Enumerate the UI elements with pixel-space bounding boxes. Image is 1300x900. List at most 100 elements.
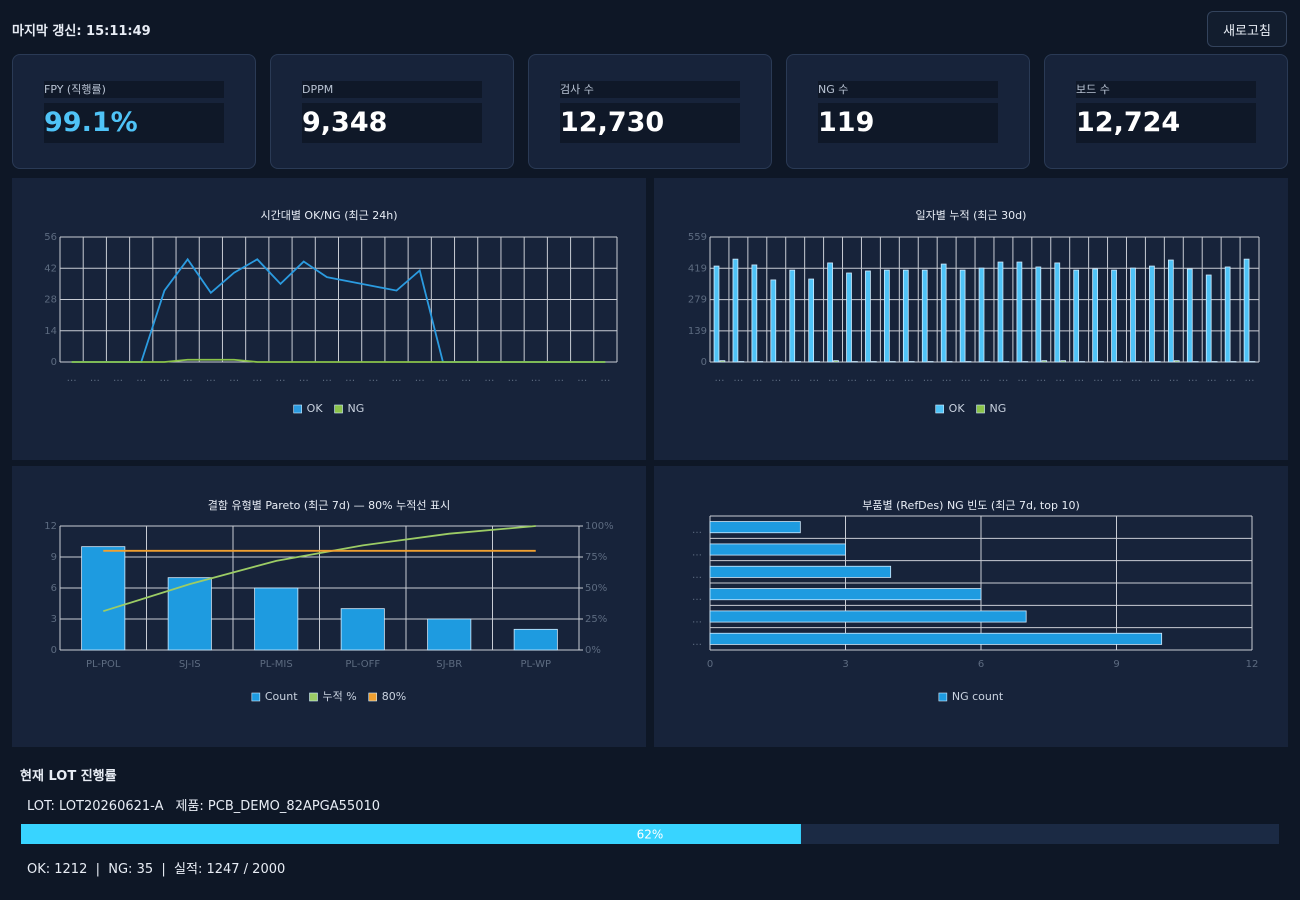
kpi-label: NG 수 — [818, 81, 998, 98]
y-tick-label: … — [692, 570, 702, 581]
kpi-card: 보드 수 12,724 — [1044, 54, 1288, 169]
y2-tick-label: 50% — [585, 583, 607, 594]
y-tick-label: 3 — [51, 614, 57, 625]
x-tick-label: … — [229, 373, 239, 384]
x-tick-label: … — [790, 373, 800, 384]
y-tick-label: … — [692, 548, 702, 559]
x-tick-label: … — [1207, 373, 1217, 384]
bar — [1186, 268, 1193, 363]
chart-panel: 부품별 (RefDes) NG 빈도 (최근 7d, top 10) 0 3 6 9 12… — [654, 466, 1288, 747]
x-tick-label: … — [90, 373, 100, 384]
bar — [81, 546, 126, 651]
x-tick-label: … — [368, 373, 378, 384]
bar — [959, 269, 966, 363]
bar — [709, 565, 892, 578]
x-tick-label: … — [733, 373, 743, 384]
y-tick-label: 12 — [44, 521, 57, 532]
bar — [713, 265, 720, 363]
progress-fill — [21, 824, 801, 844]
bar — [1149, 265, 1155, 363]
x-tick-label: … — [1131, 373, 1141, 384]
refresh-button[interactable]: 새로고침 — [1207, 11, 1287, 47]
x-tick-label: … — [461, 373, 471, 384]
x-tick-label: PL-OFF — [345, 659, 380, 670]
y2-tick-label: 25% — [585, 614, 607, 625]
x-tick-label: … — [252, 373, 262, 384]
x-tick-label: … — [1226, 373, 1236, 384]
x-tick-label: … — [345, 373, 355, 384]
x-tick-label: … — [136, 373, 146, 384]
x-tick-label: … — [1036, 373, 1046, 384]
x-tick-label: … — [206, 373, 216, 384]
y2-tick-label: 75% — [585, 552, 607, 563]
bar — [884, 269, 890, 363]
x-tick-label: 9 — [1113, 659, 1119, 670]
x-tick-label: 12 — [1246, 659, 1259, 670]
lot-title: 현재 LOT 진행률 — [20, 769, 117, 784]
x-tick-label: … — [866, 373, 876, 384]
bar — [833, 360, 839, 363]
x-tick-label: … — [1017, 373, 1027, 384]
x-tick-label: … — [771, 373, 781, 384]
y-tick-label: 42 — [44, 263, 57, 274]
bar — [1035, 266, 1042, 363]
legend-label: NG — [990, 402, 1007, 415]
y-tick-label: 14 — [44, 326, 57, 337]
x-tick-label: … — [577, 373, 587, 384]
kpi-label: 보드 수 — [1076, 81, 1256, 98]
legend-label: OK — [949, 402, 966, 415]
x-tick-label: … — [847, 373, 857, 384]
chart-panel: 일자별 누적 (최근 30d) 0 139 279 419 559 … … … … … … … … … … … …… — [654, 178, 1288, 460]
bar — [1041, 360, 1048, 363]
y-tick-label: 0 — [51, 357, 57, 368]
kpi-card: 검사 수 12,730 — [528, 54, 772, 169]
x-tick-label: … — [809, 373, 819, 384]
legend-swatch — [976, 404, 985, 414]
x-tick-label: … — [752, 373, 762, 384]
kpi-value: 12,724 — [1076, 103, 1256, 143]
x-tick-label: … — [828, 373, 838, 384]
legend: OK NG — [293, 402, 364, 415]
bar — [1092, 268, 1098, 363]
bar — [709, 632, 1163, 645]
bar — [709, 521, 801, 534]
y-tick-label: 9 — [51, 552, 57, 563]
legend: NG count — [938, 690, 1004, 703]
kpi-card: FPY (직행률) 99.1% — [12, 54, 256, 169]
bar — [254, 587, 299, 651]
x-tick-label: PL-MIS — [260, 659, 293, 670]
bar — [719, 360, 726, 363]
x-tick-label: … — [484, 373, 494, 384]
y-tick-label: 56 — [44, 232, 57, 243]
bar — [1130, 267, 1136, 363]
last-update: 마지막 갱신: 15:11:49 — [12, 24, 151, 39]
bar — [340, 608, 385, 651]
bar — [940, 263, 947, 363]
x-tick-label: … — [923, 373, 933, 384]
kpi-value: 119 — [818, 103, 998, 143]
y2-tick-label: 0% — [585, 645, 601, 656]
x-tick-label: 6 — [978, 659, 984, 670]
kpi-value: 9,348 — [302, 103, 482, 143]
legend-swatch — [334, 404, 343, 414]
legend-label: 누적 % — [323, 690, 357, 703]
chart-title: 결함 유형별 Pareto (최근 7d) — 80% 누적선 표시 — [208, 499, 450, 512]
chart-title: 부품별 (RefDes) NG 빈도 (최근 7d, top 10) — [862, 499, 1080, 512]
bar — [1173, 360, 1180, 363]
legend-label: NG count — [952, 690, 1004, 703]
x-tick-label: SJ-BR — [436, 659, 462, 670]
legend-label: 80% — [382, 690, 406, 703]
lot-id: LOT: LOT20260621-A — [27, 799, 164, 814]
bar — [808, 278, 815, 363]
bar — [1111, 269, 1117, 363]
bar — [827, 262, 833, 363]
y-tick-label: … — [692, 637, 702, 648]
x-tick-label: … — [299, 373, 309, 384]
bar — [846, 272, 852, 363]
bar — [770, 279, 777, 363]
x-tick-label: … — [508, 373, 518, 384]
x-tick-label: PL-POL — [86, 659, 121, 670]
x-tick-label: … — [1245, 373, 1255, 384]
